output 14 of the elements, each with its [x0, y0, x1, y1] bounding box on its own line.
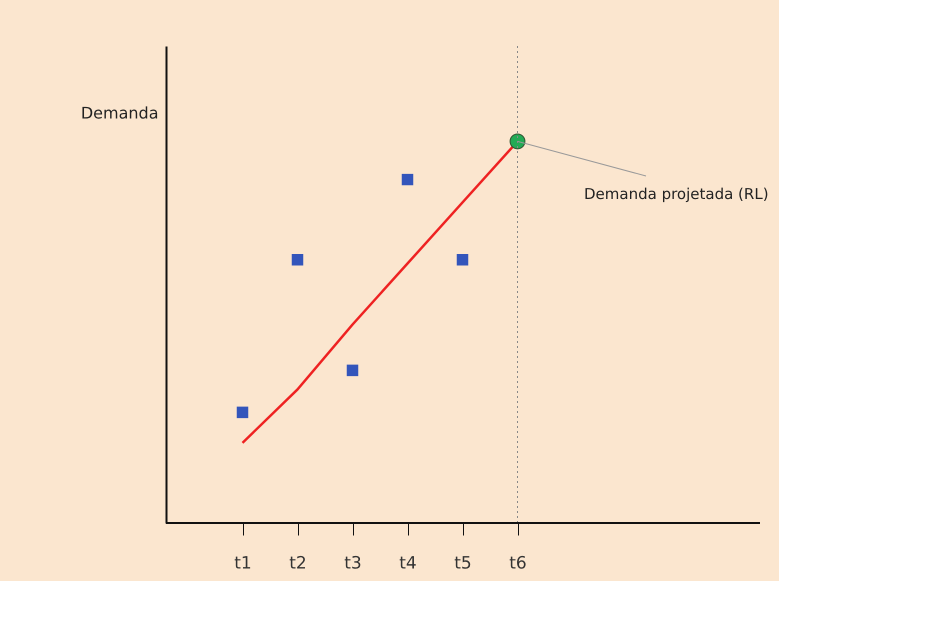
x-tick-label: t6 — [509, 554, 527, 574]
x-tick-label: t3 — [344, 554, 362, 574]
x-tick-label: t5 — [454, 554, 472, 574]
y-axis-title: Demanda — [80, 104, 158, 122]
x-tick-label: t1 — [234, 554, 252, 574]
point — [402, 174, 414, 186]
point — [346, 364, 358, 376]
x-tick-label: t2 — [289, 554, 307, 574]
x-tick-label: t4 — [399, 554, 417, 574]
point — [292, 254, 304, 266]
point — [236, 406, 248, 418]
point — [510, 134, 526, 150]
point — [456, 254, 468, 266]
annotation: Demanda projetada (RL) — [584, 185, 769, 203]
